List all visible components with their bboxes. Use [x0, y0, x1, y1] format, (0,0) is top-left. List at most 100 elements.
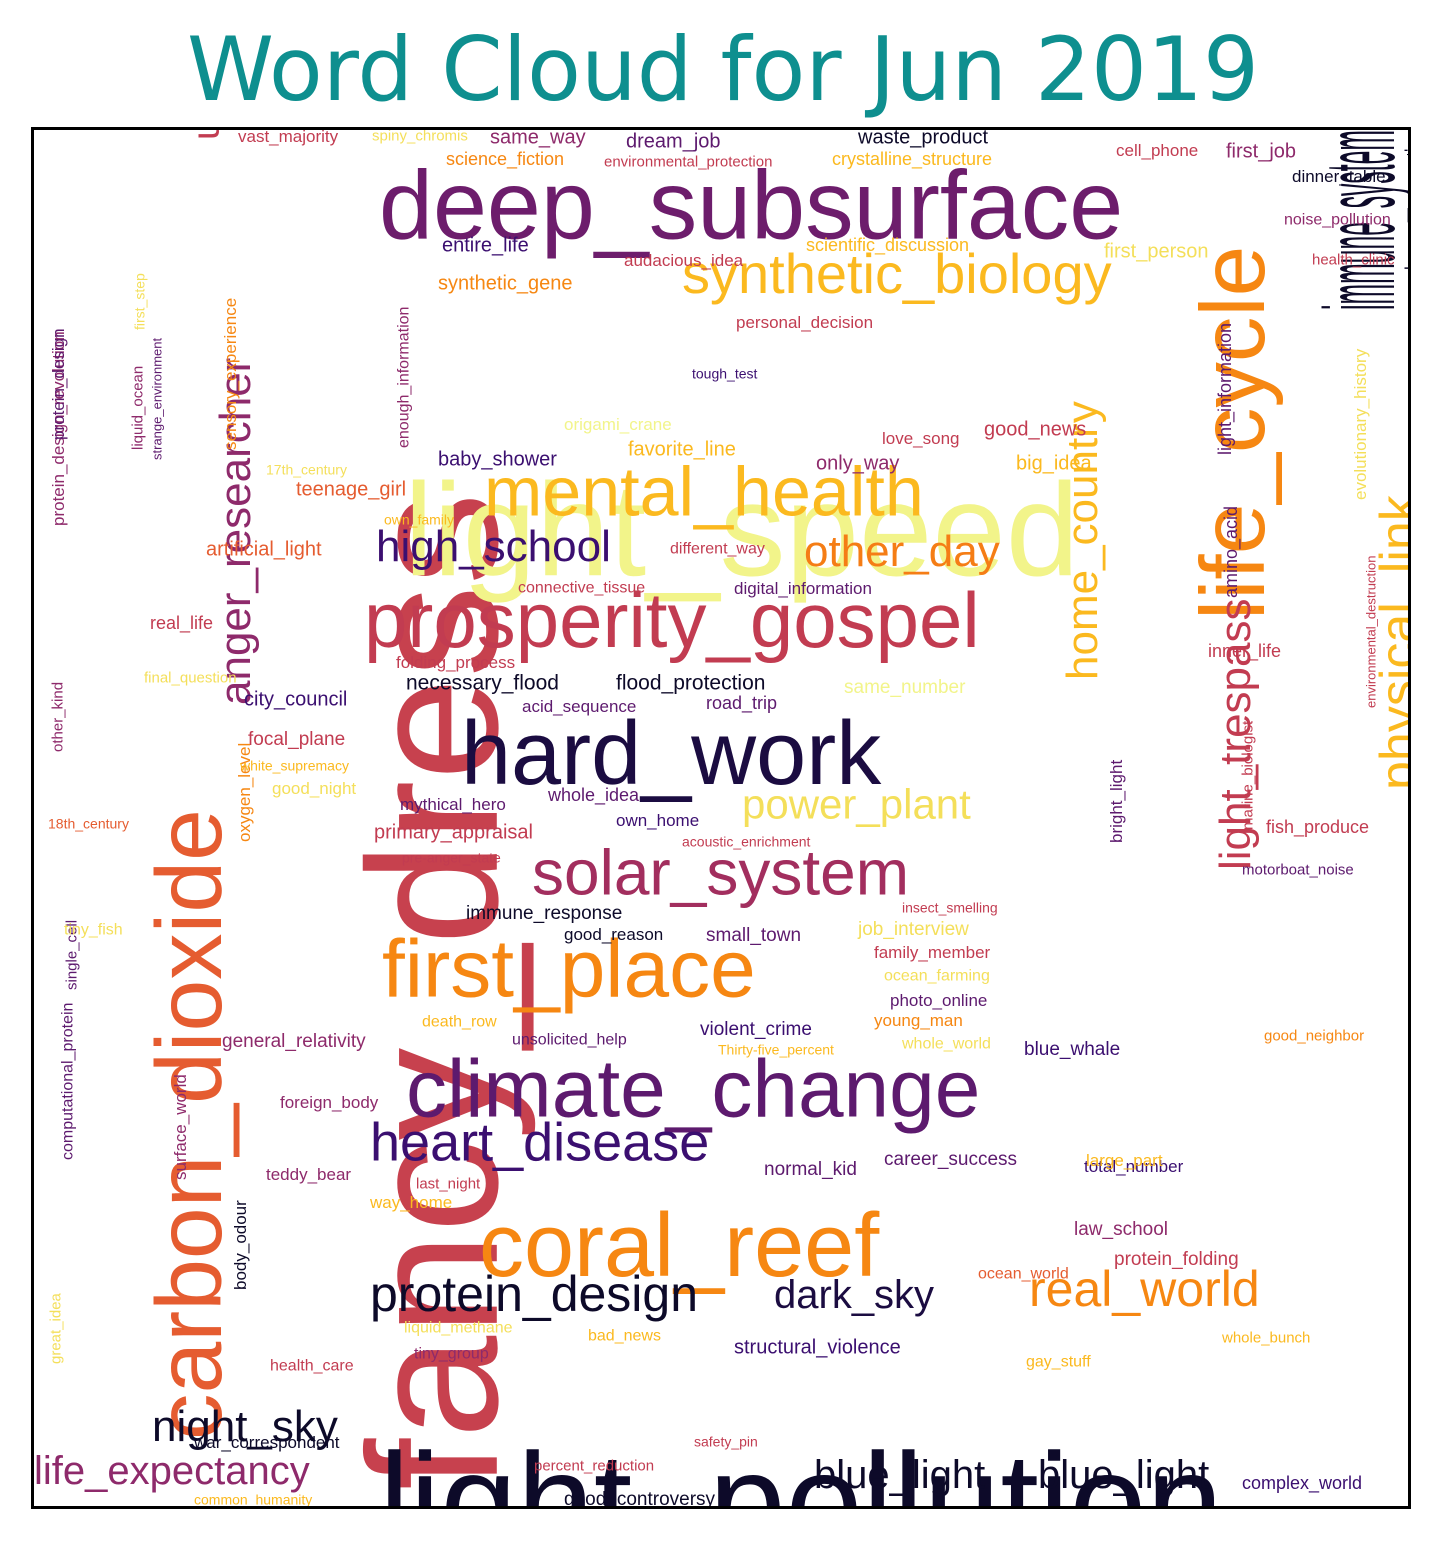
word-pre-anger-state: pre-anger_state — [402, 849, 501, 865]
word-violent-crime: violent_crime — [700, 1019, 812, 1040]
word-total-number: total_number — [1084, 1157, 1184, 1176]
word-tiny-fish: tiny_fish — [64, 921, 123, 938]
word-artificial-light: artificial_light — [206, 539, 322, 561]
word-motorboat-noise: motorboat_noise — [1242, 861, 1354, 878]
word-single-cell: single_cell — [63, 920, 80, 990]
word-heart-disease: heart_disease — [370, 1112, 709, 1172]
word-career-success: career_success — [884, 1149, 1017, 1170]
word-dream-job: dream_job — [626, 131, 721, 153]
word-health-clinic: health_clinic — [1312, 251, 1395, 268]
word-body-odour: body_odour — [231, 1200, 250, 1290]
word-deep-subsurface: deep_subsurface — [379, 150, 1123, 259]
word-large-part: large_part — [1086, 1151, 1163, 1170]
word-synthetic-biology: synthetic_biology — [682, 242, 1112, 305]
word-structural-violence: structural_violence — [734, 1337, 901, 1359]
word-life-cycle: life_cycle — [1183, 246, 1284, 620]
word-light-pollution: light_pollution — [379, 1425, 1223, 1506]
word-acoustic-enrichment: acoustic_enrichment — [682, 833, 811, 849]
word-ocean-farming: ocean_farming — [884, 967, 990, 984]
word-job-interview: job_interview — [857, 919, 969, 940]
word-own-home: own_home — [616, 811, 699, 830]
word-tough-test: tough_test — [692, 365, 757, 381]
word-big-idea: big_idea — [1016, 453, 1093, 475]
word-audacious-idea: audacious_idea — [624, 251, 744, 270]
word-blue-light: blue_light — [1038, 1453, 1209, 1497]
word-vast-majority: vast_majority — [238, 130, 339, 146]
word-other-kind: other_kind — [49, 682, 66, 752]
word-acid-sequence: acid_sequence — [522, 697, 636, 716]
word-prosperity-gospel: prosperity_gospel — [364, 576, 980, 664]
word-oxygen-level: oxygen_level — [235, 743, 254, 842]
word-great-idea: great_idea — [47, 1292, 64, 1364]
word-carbon-dioxide: carbon_dioxide — [137, 809, 241, 1440]
word-environmental-destruction: environmental_destruction — [1364, 556, 1379, 708]
word-bright-light: bright_light — [1107, 760, 1126, 843]
word-whole-bunch: whole_bunch — [1221, 1329, 1310, 1346]
word-photo-online: photo_online — [890, 991, 987, 1010]
word-blue-light: blue_light — [814, 1453, 985, 1497]
word-focal-plane: focal_plane — [248, 729, 345, 750]
word-mythical-hero: mythical_hero — [400, 795, 506, 814]
word-ocean-world: ocean_world — [978, 1265, 1069, 1282]
word-real-life: real_life — [150, 613, 213, 634]
word-small-town: small_town — [706, 925, 801, 946]
word-sensory-experience: sensory_experience — [221, 298, 240, 450]
word-primary-appraisal: primary_appraisal — [374, 822, 533, 844]
word-synthetic-gene: synthetic_gene — [438, 273, 573, 295]
word-solar-system: solar_system — [532, 836, 909, 908]
word-noise-pollution: noise_pollution — [1284, 211, 1391, 228]
word-immune-system: immune_system — [1304, 130, 1408, 310]
word-whole-idea: whole_idea — [547, 785, 640, 806]
word-upmass-problem: upmass_problem — [185, 130, 227, 140]
word-enough-information: enough_information — [395, 307, 412, 448]
word-insect-smelling: insect_smelling — [902, 899, 998, 915]
word-evolutionary-history: evolutionary_history — [1351, 348, 1370, 500]
word-good-controversy: good_controversy — [564, 1489, 716, 1506]
word-liquid-ocean: liquid_ocean — [129, 366, 146, 450]
word-complex-world: complex_world — [1242, 1473, 1362, 1494]
word-good-night: good_night — [272, 779, 356, 798]
word-real-world: real_world — [1029, 1261, 1260, 1317]
word-city-council: city_council — [244, 689, 347, 711]
word-dark-sky: dark_sky — [774, 1273, 934, 1317]
word-crystalline-structure: crystalline_structure — [832, 149, 992, 170]
word-cell-phone: cell_phone — [1116, 141, 1198, 160]
word-connective-tissue: connective_tissue — [518, 579, 645, 596]
word-whole-world: whole_world — [901, 1035, 991, 1052]
word-amino-acid: amino_acid — [1221, 506, 1242, 598]
word-waste-product: waste_product — [857, 130, 989, 149]
word-percent-reduction: percent_reduction — [534, 1457, 654, 1474]
word-first-step: first_step — [131, 273, 147, 330]
word-computational-protein: computational_protein — [59, 1003, 76, 1160]
word-necessary-flood: necessary_flood — [406, 671, 559, 694]
word-climate-change: climate_change — [406, 1043, 980, 1134]
word-scientific-discussion: scientific_discussion — [806, 235, 969, 256]
word-teddy-bear: teddy_bear — [266, 1165, 351, 1184]
word-other-day: other_day — [804, 527, 1000, 576]
word-origami-crane: origami_crane — [564, 415, 672, 434]
word-environmental-protection: environmental_protection — [604, 153, 772, 170]
word-protein-design: protein_design — [49, 328, 68, 440]
word-anger-researcher: anger_researcher — [211, 358, 260, 705]
word-human-connection: human_connection — [1397, 130, 1408, 270]
word-immune-response: immune_response — [466, 903, 622, 924]
word-science-fiction: science_fiction — [446, 149, 564, 170]
word-physical-link: physical_link — [1370, 494, 1408, 790]
word-foreign-body: foreign_body — [280, 1093, 379, 1112]
word-marine-biologist: marine_biologist — [1239, 720, 1256, 830]
word-18th-century: 18th_century — [48, 815, 129, 831]
word-road-trip: road_trip — [706, 693, 777, 714]
word-first-person: first_person — [1104, 241, 1209, 263]
word-personal-decision: personal_decision — [736, 313, 873, 332]
word-blue-whale: blue_whale — [1024, 1039, 1120, 1060]
word-digital-information: digital_information — [734, 579, 872, 598]
word-last-night: last_night — [416, 1175, 481, 1192]
word-high-school: high_school — [376, 522, 611, 571]
word-first-place: first_place — [382, 923, 756, 1014]
word-safety-pin: safety_pin — [694, 1433, 758, 1449]
word-light-information: light_information — [1215, 323, 1236, 455]
word-protein-design: protein_design — [370, 1266, 698, 1322]
word-folding-process: folding_process — [396, 653, 515, 672]
